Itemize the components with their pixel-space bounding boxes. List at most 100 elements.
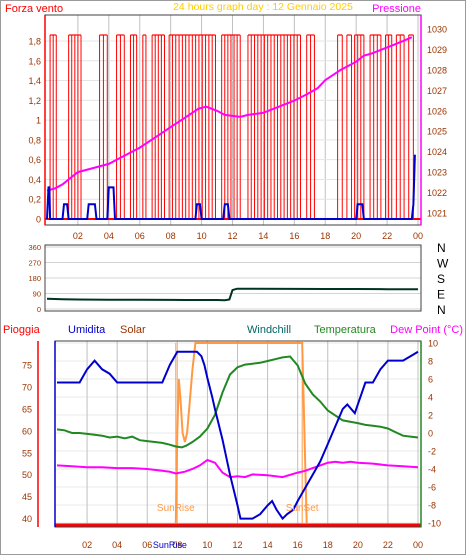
top-gridlines [45, 15, 421, 225]
temperature-tick-label: 0 [428, 429, 433, 439]
direction-tick-label: 360 [28, 243, 41, 252]
temperature-tick-label: 10 [428, 339, 438, 349]
temperature-label: Temperatura [314, 324, 377, 336]
bottom-gridlines [55, 341, 421, 527]
right-tick-label: 1029 [427, 45, 447, 55]
direction-tick-labels: 0 90 180 270 360 [28, 243, 41, 314]
left-tick-label: 0,6 [28, 155, 41, 165]
top-x-tick-label: 14 [258, 231, 268, 241]
left-tick-label: 0,8 [28, 135, 41, 145]
temperature-tick-label: 4 [428, 393, 433, 403]
left-tick-label: 1,2 [28, 96, 41, 106]
rain-label: Pioggia [3, 324, 41, 336]
left-tick-label: 0,2 [28, 195, 41, 205]
left-tick-label: 0 [36, 215, 41, 225]
top-x-tick-label: 02 [73, 231, 83, 241]
bottom-x-tick-label: 14 [263, 540, 273, 550]
wind-strength-label: Forza vento [5, 3, 63, 15]
humidity-tick-label: 50 [22, 470, 32, 480]
direction-gridlines [45, 246, 421, 310]
wind-direction-series [46, 287, 418, 302]
top-x-tick-label: 22 [382, 231, 392, 241]
temperature-tick-labels: -10 -8 -6 -4 -2 0 2 4 6 8 10 [428, 339, 441, 529]
left-tick-label: 1 [36, 116, 41, 126]
compass-label: E [437, 288, 445, 302]
bottom-x-tick-label: 18 [323, 540, 333, 550]
direction-plot-border [44, 244, 422, 312]
humidity-tick-label: 55 [22, 448, 32, 458]
humidity-tick-label: 40 [22, 514, 32, 524]
temperature-series [56, 355, 419, 449]
gust-series [46, 154, 416, 220]
bottom-x-tick-label: 06 [142, 540, 152, 550]
direction-tick-label: 180 [28, 274, 41, 283]
dewpoint-label: Dew Point (°C) [390, 324, 463, 336]
bottom-x-tick-labels: 02 04 06 08 10 12 14 16 18 20 22 00 [82, 540, 423, 550]
humidity-series [57, 350, 419, 521]
top-left-tick-labels: 0 0,2 0,4 0,6 0,8 1 1,2 1,4 1,6 1,8 [28, 37, 41, 225]
humidity-tick-label: 70 [22, 382, 32, 392]
humidity-tick-label: 45 [22, 492, 32, 502]
top-x-tick-label: 04 [104, 231, 114, 241]
humidity-label: Umidita [68, 324, 106, 336]
temperature-tick-label: 2 [428, 411, 433, 421]
top-x-tick-label: 20 [351, 231, 361, 241]
top-x-tick-labels: 02 04 06 08 10 12 14 16 18 20 22 00 [73, 231, 423, 241]
bottom-x-tick-label: 02 [82, 540, 92, 550]
sunset-annotation: SunSet [286, 503, 319, 514]
right-tick-label: 1022 [427, 188, 447, 198]
solar-label: Solar [120, 324, 146, 336]
temperature-tick-label: -6 [428, 483, 436, 493]
left-tick-label: 1,6 [28, 56, 41, 66]
direction-tick-label: 0 [37, 305, 41, 314]
chart-title: 24 hours graph day : 12 Gennaio 2025 [173, 1, 353, 13]
bottom-x-tick-label: 12 [232, 540, 242, 550]
temperature-tick-label: -2 [428, 447, 436, 457]
right-tick-label: 1030 [427, 25, 447, 35]
right-tick-label: 1023 [427, 168, 447, 178]
top-x-tick-label: 06 [135, 231, 145, 241]
humidity-tick-label: 60 [22, 426, 32, 436]
right-tick-label: 1021 [427, 209, 447, 219]
top-x-tick-label: 08 [166, 231, 176, 241]
right-tick-label: 1026 [427, 106, 447, 116]
humidity-tick-labels: 40 45 50 55 60 65 70 75 [22, 360, 32, 524]
temperature-tick-label: -10 [428, 519, 441, 529]
right-tick-label: 1028 [427, 65, 447, 75]
top-x-tick-label: 12 [227, 231, 237, 241]
bottom-x-tick-label: 04 [112, 540, 122, 550]
sunrise-annotation: SunRise [157, 503, 195, 514]
pressure-label: Pressione [372, 3, 421, 15]
dewpoint-series [56, 458, 419, 479]
compass-label: S [437, 272, 445, 286]
solar-series [174, 342, 308, 524]
temperature-tick-label: 8 [428, 357, 433, 367]
bottom-x-tick-label: 00 [413, 540, 423, 550]
sunrise-axis-annotation: SunRise [153, 540, 187, 550]
right-tick-label: 1027 [427, 86, 447, 96]
compass-label: W [437, 257, 449, 271]
left-tick-label: 1,8 [28, 37, 41, 47]
right-tick-label: 1024 [427, 147, 447, 157]
temperature-tick-label: -4 [428, 465, 436, 475]
humidity-tick-label: 65 [22, 404, 32, 414]
compass-label: N [437, 241, 446, 255]
right-tick-label: 1025 [427, 127, 447, 137]
direction-tick-label: 270 [28, 259, 41, 268]
bottom-x-tick-label: 20 [353, 540, 363, 550]
direction-tick-label: 90 [33, 290, 41, 299]
left-tick-label: 1,4 [28, 76, 41, 86]
left-tick-label: 0,4 [28, 175, 41, 185]
bottom-x-tick-label: 16 [293, 540, 303, 550]
bottom-x-tick-label: 10 [202, 540, 212, 550]
top-x-tick-label: 18 [320, 231, 330, 241]
pressure-series [46, 36, 413, 192]
humidity-tick-label: 75 [22, 360, 32, 370]
bottom-x-tick-label: 08 [172, 540, 182, 550]
top-right-tick-labels: 1021 1022 1023 1024 1025 1026 1027 1028 1029 1030 [427, 25, 447, 219]
top-x-tick-label: 10 [197, 231, 207, 241]
top-x-tick-label: 00 [413, 231, 423, 241]
temperature-tick-label: 6 [428, 375, 433, 385]
